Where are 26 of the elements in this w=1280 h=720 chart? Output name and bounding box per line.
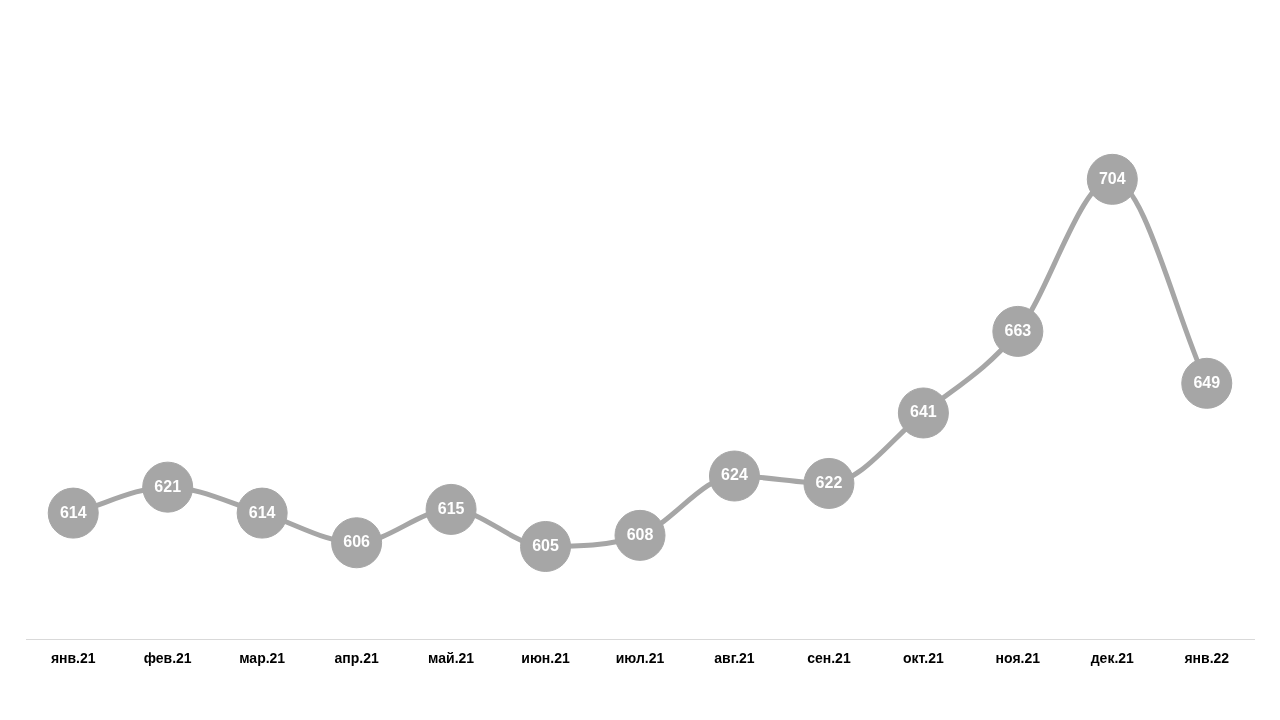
data-label: 663: [1004, 321, 1032, 339]
x-tick-label: ноя.21: [995, 650, 1041, 667]
x-tick-label: сен.21: [807, 650, 851, 667]
x-tick-label: дек.21: [1090, 650, 1135, 667]
data-label: 649: [1193, 373, 1221, 391]
x-tick-label: апр.21: [334, 650, 379, 667]
data-label: 704: [1098, 169, 1126, 187]
data-label: 614: [59, 503, 87, 521]
x-tick-label: авг.21: [714, 650, 755, 667]
data-label: 608: [626, 525, 654, 543]
x-tick-label: июл.21: [615, 650, 665, 667]
data-label: 615: [437, 499, 465, 517]
data-label: 621: [154, 477, 182, 495]
x-tick-label: янв.21: [50, 650, 96, 667]
x-tick-label: май.21: [428, 650, 475, 667]
data-label: 605: [532, 536, 559, 554]
x-tick-label: июн.21: [521, 650, 570, 667]
x-tick-label: окт.21: [903, 650, 944, 667]
x-tick-label: янв.22: [1184, 650, 1230, 667]
data-label: 622: [815, 473, 843, 491]
x-tick-label: фев.21: [143, 650, 192, 667]
data-label: 614: [248, 503, 276, 521]
data-label: 606: [343, 533, 371, 551]
data-label: 624: [721, 466, 748, 484]
x-tick-label: мар.21: [239, 650, 286, 667]
data-label: 641: [910, 403, 937, 421]
